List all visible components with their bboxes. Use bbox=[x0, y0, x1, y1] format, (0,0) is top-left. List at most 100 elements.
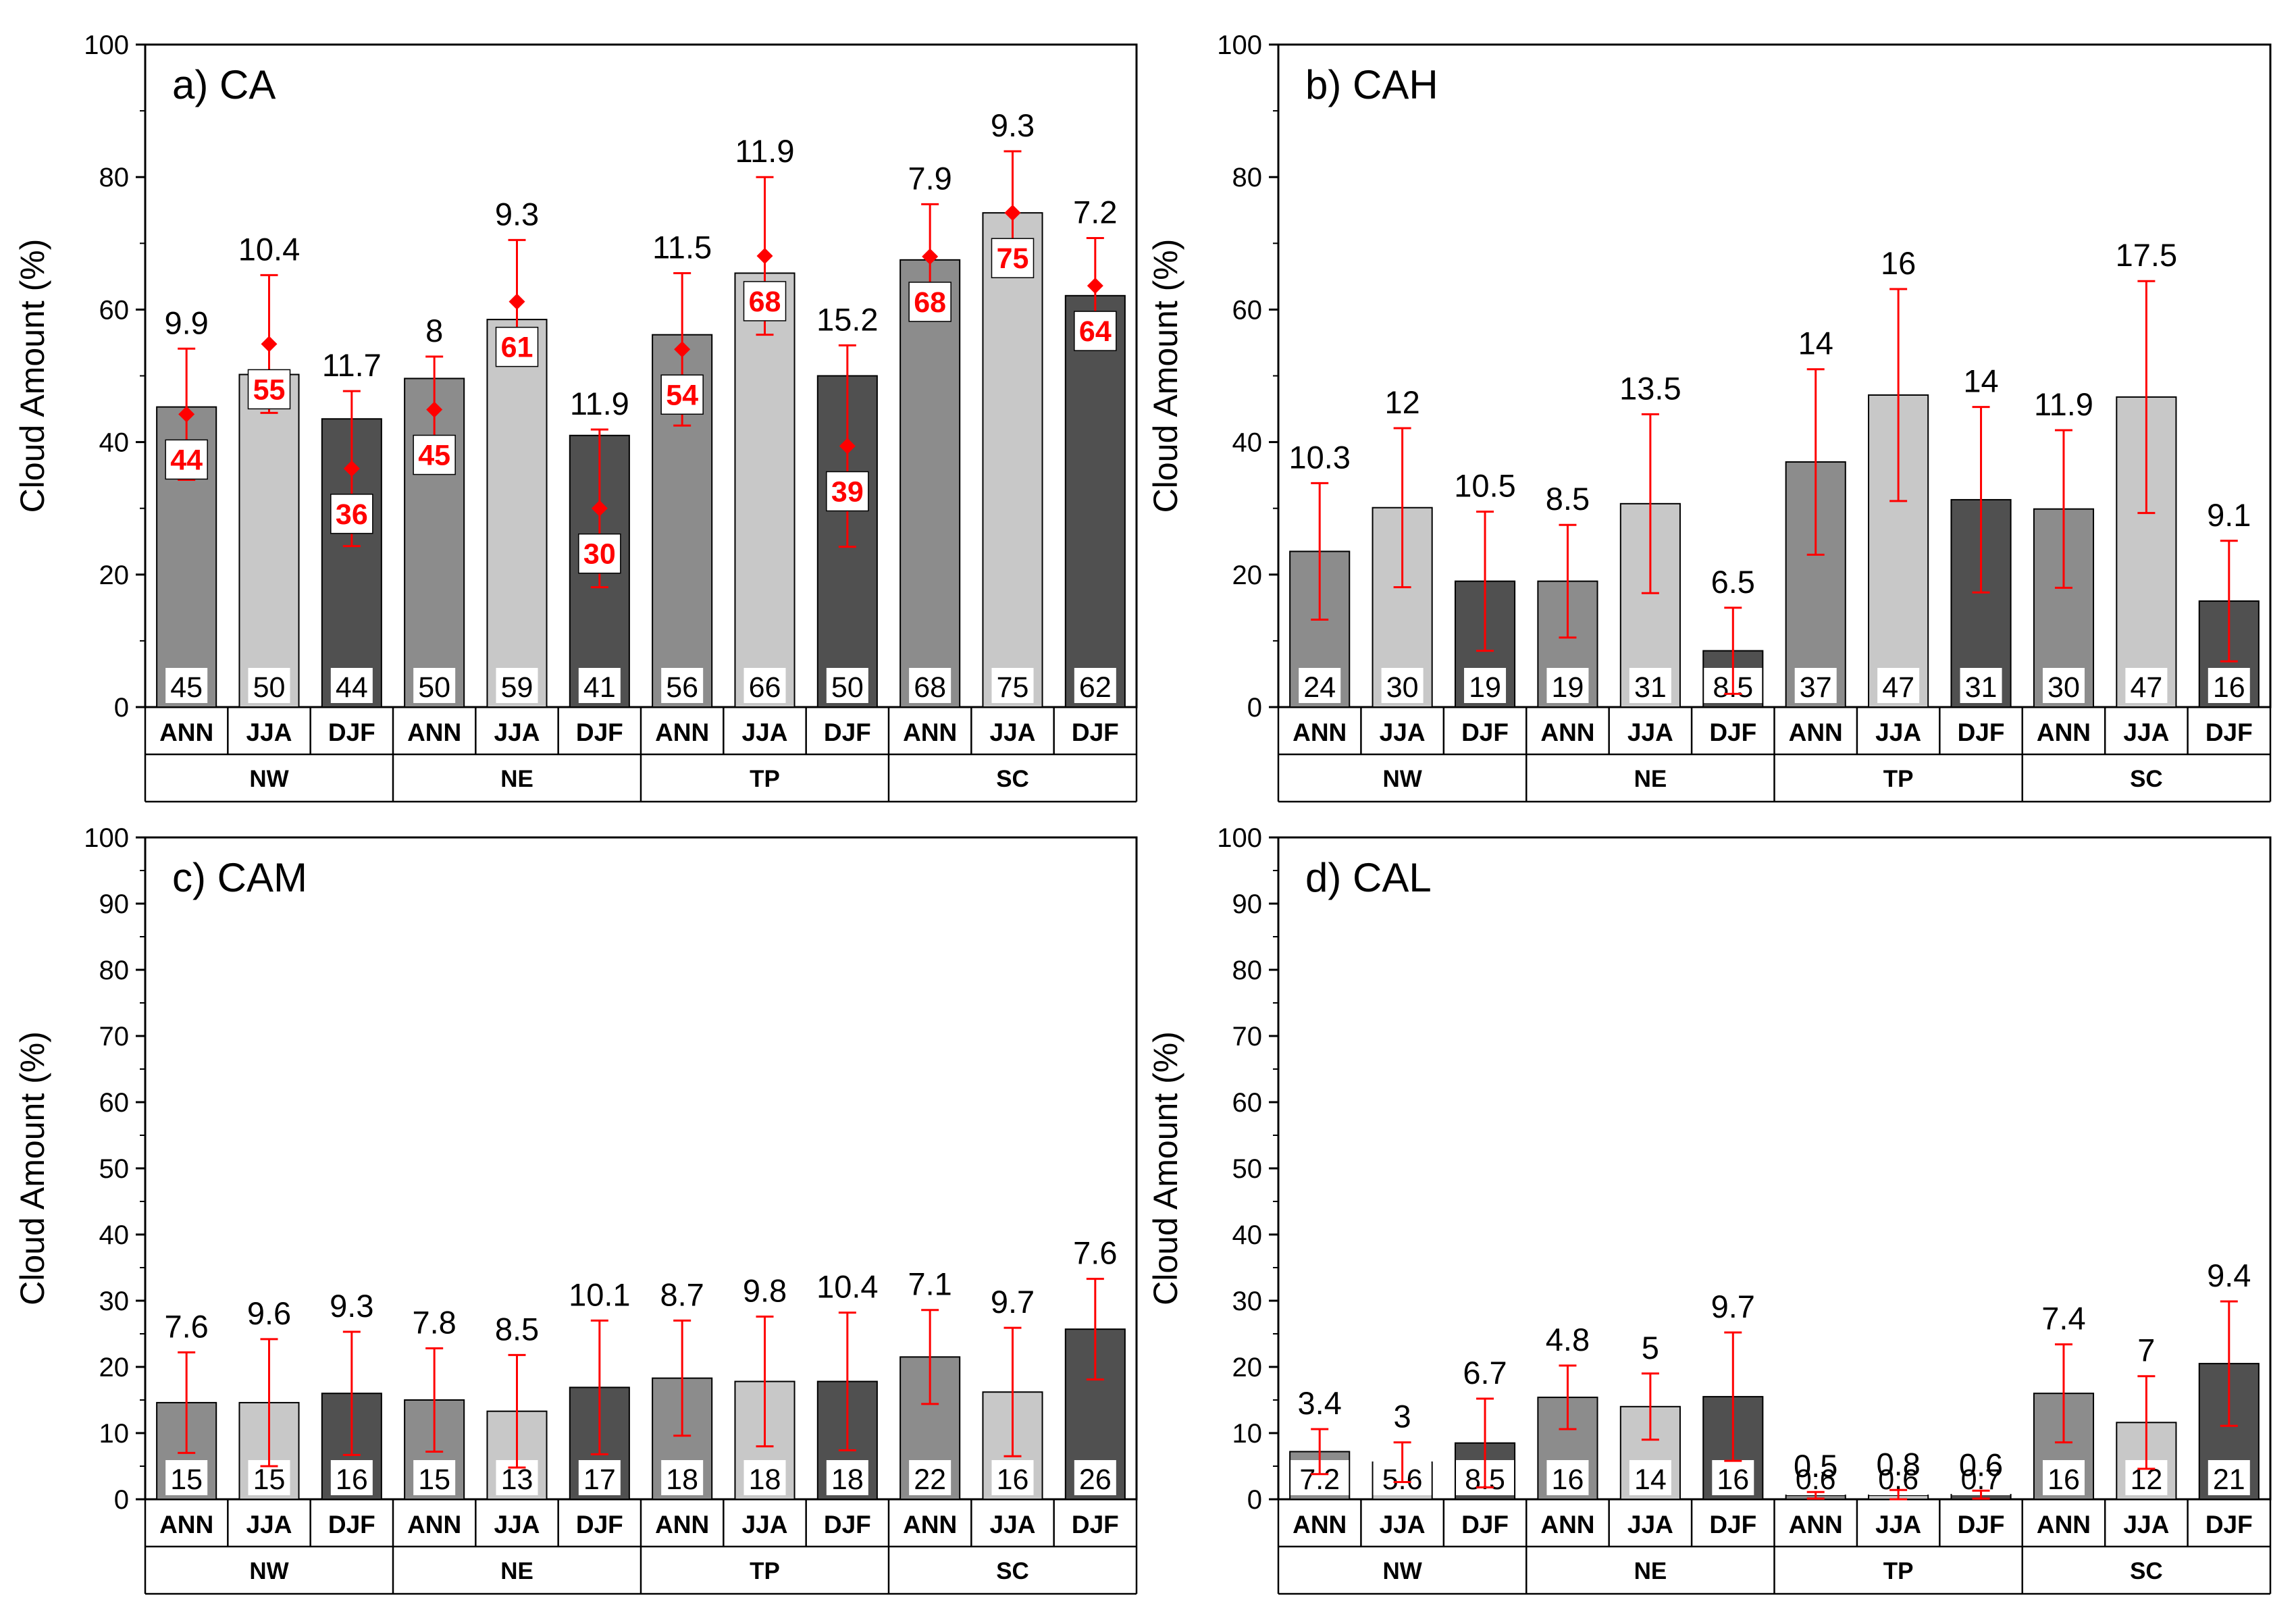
mean-label-box bbox=[909, 1460, 951, 1495]
region-label: NE bbox=[500, 1558, 533, 1584]
mean-label: 68 bbox=[914, 671, 946, 704]
season-label: ANN bbox=[159, 1511, 213, 1538]
region-label: NE bbox=[500, 766, 533, 792]
marker-value-label: 30 bbox=[583, 538, 616, 571]
error-bar bbox=[425, 1347, 444, 1453]
mean-marker bbox=[178, 406, 195, 423]
error-bar bbox=[1311, 482, 1329, 621]
y-tick-label: 100 bbox=[1217, 30, 1262, 60]
region-label: SC bbox=[996, 766, 1029, 792]
mean-label-box bbox=[1629, 668, 1671, 703]
mean-label: 50 bbox=[418, 671, 450, 704]
category-axis: ANN JJA DJF NW ANN JJA DJF NE ANN JJA DJF TP ANN JJA D… bbox=[144, 707, 1138, 803]
mean-label-box bbox=[1877, 668, 1920, 703]
y-tick-label: 20 bbox=[1232, 1353, 1263, 1382]
y-tick-label: 40 bbox=[99, 1220, 130, 1250]
region-label: TP bbox=[1883, 766, 1914, 792]
marker-value-label: 39 bbox=[831, 475, 864, 508]
season-label: ANN bbox=[903, 1511, 957, 1538]
y-tick-label: 0 bbox=[114, 693, 129, 723]
season-label: ANN bbox=[655, 719, 709, 746]
bar-sc-jja bbox=[982, 212, 1043, 708]
mean-label: 16 bbox=[1552, 1463, 1584, 1496]
marker-value-label: 64 bbox=[1079, 315, 1112, 348]
y-tick-label: 60 bbox=[99, 1088, 130, 1118]
season-label: JJA bbox=[246, 719, 292, 746]
sd-label: 7.2 bbox=[1073, 194, 1117, 230]
season-label: DJF bbox=[1709, 1511, 1756, 1538]
error-bar bbox=[1889, 1488, 1908, 1501]
mean-label: 14 bbox=[1634, 1463, 1667, 1496]
y-tick-label: 60 bbox=[99, 295, 130, 325]
error-bar bbox=[1311, 1428, 1329, 1476]
mean-label-box bbox=[2208, 1460, 2250, 1495]
mean-label-box bbox=[1546, 668, 1589, 703]
sd-label: 6.7 bbox=[1463, 1355, 1507, 1391]
sd-label: 7.4 bbox=[2041, 1301, 2085, 1337]
error-bar bbox=[921, 1309, 939, 1405]
sd-label: 3.4 bbox=[1298, 1385, 1342, 1421]
sd-label: 10.4 bbox=[238, 231, 300, 267]
marker-value-box bbox=[826, 471, 869, 512]
bar-nw-jja bbox=[238, 373, 300, 708]
error-bar bbox=[1889, 288, 1908, 502]
plot-frame bbox=[1277, 836, 2272, 1501]
y-tick-label: 60 bbox=[1232, 1088, 1263, 1118]
y-tick-label: 90 bbox=[99, 889, 130, 919]
mean-label: 16 bbox=[997, 1463, 1029, 1496]
y-tick-label: 10 bbox=[99, 1419, 130, 1449]
season-label: ANN bbox=[1293, 719, 1347, 746]
season-label: DJF bbox=[824, 719, 871, 746]
error-bar bbox=[1641, 413, 1659, 594]
mean-label-box bbox=[330, 668, 373, 703]
y-tick-label: 20 bbox=[1232, 561, 1263, 590]
y-tick-label: 60 bbox=[1232, 295, 1263, 325]
y-tick-label: 50 bbox=[99, 1154, 130, 1184]
season-label: ANN bbox=[1789, 719, 1843, 746]
season-label: ANN bbox=[407, 719, 461, 746]
season-label: ANN bbox=[1293, 1511, 1347, 1538]
panel-ca: 0 20 40 60 80 100 Cloud Amount (%) a) CA 45 9.9 44… bbox=[14, 30, 1138, 803]
y-axis-label: Cloud Amount (%) bbox=[14, 1031, 51, 1305]
season-label: DJF bbox=[1461, 1511, 1509, 1538]
marker-value-label: 55 bbox=[253, 373, 286, 406]
mean-label: 18 bbox=[749, 1463, 781, 1496]
sd-label: 9.7 bbox=[991, 1284, 1035, 1320]
mean-label: 17 bbox=[583, 1463, 616, 1496]
mean-label-box bbox=[826, 1460, 868, 1495]
category-axis: ANN JJA DJF NW ANN JJA DJF NE ANN JJA DJF TP ANN JJA D… bbox=[144, 1499, 1138, 1595]
sd-label: 10.1 bbox=[569, 1276, 630, 1312]
mean-label: 31 bbox=[1965, 671, 1998, 704]
marker-value-label: 45 bbox=[418, 440, 450, 472]
y-tick-label: 80 bbox=[99, 956, 130, 985]
y-tick-label: 10 bbox=[1232, 1419, 1263, 1449]
error-bar bbox=[1724, 1331, 1742, 1462]
error-bar bbox=[1806, 368, 1825, 556]
region-label: NE bbox=[1634, 1558, 1667, 1584]
mean-label: 15 bbox=[253, 1463, 286, 1496]
mean-label-box bbox=[1074, 668, 1116, 703]
sd-label: 9.8 bbox=[743, 1273, 787, 1309]
error-bar bbox=[590, 1319, 608, 1455]
region-label: SC bbox=[996, 1558, 1029, 1584]
sd-label: 16 bbox=[1881, 245, 1916, 281]
mean-label: 19 bbox=[1469, 671, 1501, 704]
error-bar bbox=[1086, 1278, 1104, 1381]
sd-label: 0.6 bbox=[1959, 1447, 2003, 1482]
sd-label: 7.6 bbox=[164, 1308, 208, 1344]
y-tick-label: 100 bbox=[84, 30, 129, 60]
mean-label-box bbox=[578, 668, 621, 703]
sd-label: 0.8 bbox=[1876, 1446, 1920, 1482]
season-label: JJA bbox=[2123, 719, 2169, 746]
season-label: DJF bbox=[1958, 719, 2005, 746]
y-tick-label: 40 bbox=[1232, 428, 1263, 458]
season-label: ANN bbox=[655, 1511, 709, 1538]
season-label: JJA bbox=[1627, 719, 1673, 746]
season-label: JJA bbox=[494, 1511, 540, 1538]
mean-label-box bbox=[1712, 1460, 1754, 1495]
error-bar bbox=[756, 1316, 774, 1448]
sd-label: 6.5 bbox=[1711, 564, 1755, 600]
season-label: JJA bbox=[990, 1511, 1036, 1538]
mean-label: 47 bbox=[1882, 671, 1914, 704]
marker-value-box bbox=[660, 374, 704, 415]
